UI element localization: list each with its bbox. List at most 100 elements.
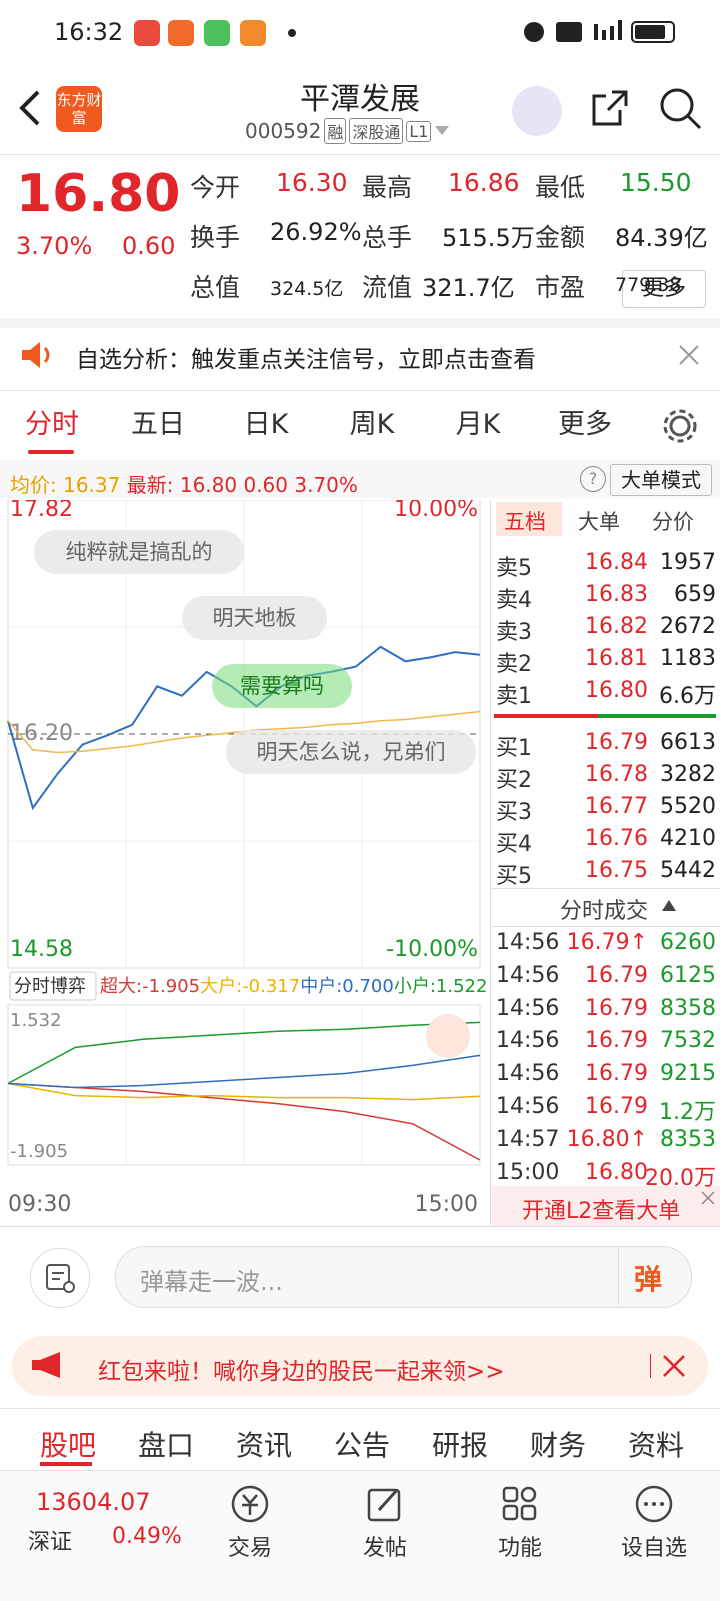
change: 0.60 bbox=[122, 232, 176, 260]
comment-input[interactable] bbox=[115, 1246, 692, 1308]
bottom-tab[interactable]: 资料 bbox=[627, 1429, 684, 1462]
book-label: 14:56 bbox=[496, 1094, 560, 1119]
assistant-avatar[interactable] bbox=[512, 86, 562, 136]
book-price: 16.79 bbox=[585, 730, 648, 755]
book-label: 14:56 bbox=[496, 930, 560, 955]
l2-banner[interactable]: 开通L2查看大单 bbox=[522, 1199, 681, 1224]
book-qty: 1.2万 bbox=[659, 1100, 716, 1125]
divider bbox=[0, 154, 720, 155]
speaker-icon bbox=[22, 342, 50, 368]
flow-axis-label: 1.532 bbox=[10, 1010, 62, 1031]
book-qty: 1183 bbox=[660, 646, 716, 671]
field-value: 324.5亿 bbox=[270, 278, 344, 300]
divider bbox=[650, 1354, 651, 1378]
promo-banner[interactable] bbox=[12, 1336, 708, 1396]
share-button[interactable] bbox=[590, 88, 630, 128]
book-price: 16.76 bbox=[585, 826, 648, 851]
book-label: 买1 bbox=[496, 736, 532, 761]
bottom-tab[interactable]: 股吧 bbox=[39, 1429, 96, 1462]
divider bbox=[0, 1226, 720, 1227]
chart-tab[interactable]: 更多 bbox=[558, 409, 612, 440]
latest-label: 最新: bbox=[126, 473, 174, 497]
book-split bbox=[598, 714, 716, 718]
more-button[interactable]: 更多 bbox=[622, 270, 706, 308]
field-label: 换手 bbox=[190, 223, 241, 252]
book-price: 16.83 bbox=[585, 582, 648, 607]
danmaku-text: 需要算吗 bbox=[240, 674, 324, 698]
flow-axis-label: -1.905 bbox=[10, 1141, 68, 1162]
legend-latest: 1.522 bbox=[436, 976, 488, 997]
chart-tab[interactable]: 周K bbox=[349, 409, 395, 440]
help-icon[interactable]: ? bbox=[580, 466, 606, 492]
nav-item[interactable]: 功能 bbox=[497, 1536, 542, 1561]
pct-axis-label: 10.00% bbox=[394, 500, 478, 522]
field-value: 16.86 bbox=[448, 168, 520, 197]
avg-value: 16.37 bbox=[63, 473, 121, 497]
chart-tab[interactable]: 月K bbox=[455, 409, 501, 440]
book-qty: 6.6万 bbox=[659, 684, 716, 709]
chart-tab[interactable]: 五日 bbox=[131, 409, 185, 440]
nav-item[interactable]: 交易 bbox=[227, 1536, 272, 1561]
chart-tab[interactable]: 分时 bbox=[25, 409, 79, 440]
price-axis-label: 17.82 bbox=[10, 500, 73, 522]
field-value: 515.5万 bbox=[442, 224, 535, 252]
book-tab[interactable]: 五档 bbox=[504, 510, 546, 534]
book-tab[interactable]: 大单 bbox=[578, 510, 620, 534]
nav-icon bbox=[231, 1485, 269, 1523]
chart-tab[interactable]: 日K bbox=[243, 409, 289, 440]
app-icon bbox=[134, 20, 160, 46]
book-price: 16.79↑ bbox=[566, 930, 648, 955]
close-l2[interactable] bbox=[700, 1190, 716, 1206]
mode-button[interactable]: 大单模式 bbox=[610, 464, 712, 496]
divider bbox=[0, 1408, 720, 1409]
divider bbox=[0, 390, 720, 391]
field-label: 总值 bbox=[190, 273, 241, 302]
back-button[interactable] bbox=[16, 88, 42, 128]
index-value[interactable]: 13604.07 bbox=[36, 1488, 151, 1516]
book-qty: 3282 bbox=[660, 762, 716, 787]
price-axis-label: 16.20 bbox=[10, 721, 73, 746]
book-label: 14:57 bbox=[496, 1126, 560, 1152]
book-price: 16.79 bbox=[585, 1094, 648, 1119]
book-price: 16.79 bbox=[585, 1028, 648, 1054]
pct-axis-label: -10.00% bbox=[386, 937, 478, 962]
legend-name: 中户: bbox=[300, 976, 342, 997]
bottom-tab[interactable]: 财务 bbox=[529, 1429, 586, 1462]
bottom-tab[interactable]: 公告 bbox=[333, 1429, 390, 1462]
bottom-tab[interactable]: 盘口 bbox=[137, 1429, 194, 1462]
caret[interactable] bbox=[434, 125, 450, 137]
book-price: 16.77 bbox=[585, 794, 648, 819]
bottom-tab[interactable]: 研报 bbox=[431, 1429, 488, 1462]
danmaku-settings[interactable] bbox=[30, 1248, 90, 1308]
book-price: 16.80 bbox=[585, 678, 648, 703]
nav-item[interactable]: 发帖 bbox=[362, 1536, 407, 1561]
notice-text[interactable]: 自选分析：触发重点关注信号，立即点击查看 bbox=[76, 347, 536, 373]
book-price: 16.79 bbox=[585, 995, 648, 1021]
promo-icon bbox=[32, 1352, 60, 1378]
index-name: 深证 bbox=[28, 1530, 73, 1555]
status-icons bbox=[524, 20, 675, 43]
legend-name: 小户: bbox=[394, 976, 436, 997]
book-label: 买5 bbox=[496, 864, 532, 889]
nav-item[interactable]: 设自选 bbox=[620, 1536, 687, 1561]
divider bbox=[618, 1247, 619, 1305]
book-tab[interactable]: 分价 bbox=[652, 510, 694, 534]
settings-button[interactable] bbox=[662, 408, 698, 444]
danmaku-bubble bbox=[34, 530, 244, 574]
close-notice[interactable] bbox=[678, 344, 700, 366]
search-button[interactable] bbox=[658, 86, 704, 132]
series-line bbox=[7, 1054, 481, 1089]
stock-code-line: 000592 融深股通 L1 bbox=[245, 118, 450, 144]
book-price: 16.82 bbox=[585, 614, 648, 639]
index-pct: 0.49% bbox=[112, 1524, 182, 1549]
book-qty: 5520 bbox=[660, 794, 716, 819]
latest-value: 16.80 bbox=[179, 473, 238, 497]
chart-area: 17.82 16.20 14.58 10.00% -10.00% 纯粹就是搞乱的明天地板需… bbox=[7, 500, 488, 1217]
field-value: 779.38 bbox=[615, 274, 682, 296]
book-qty: 1957 bbox=[660, 550, 716, 575]
bottom-tab[interactable]: 资讯 bbox=[235, 1429, 292, 1462]
close-promo[interactable] bbox=[662, 1354, 686, 1378]
book-qty: 20.0万 bbox=[645, 1165, 716, 1191]
danmaku-button[interactable]: 弹 bbox=[634, 1263, 663, 1296]
